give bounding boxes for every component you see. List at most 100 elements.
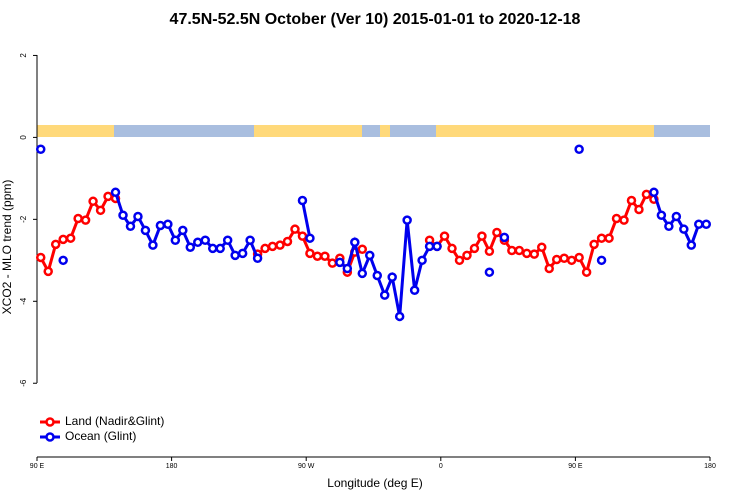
data-point <box>417 255 427 266</box>
data-point <box>245 235 255 245</box>
data-point <box>387 272 397 282</box>
data-point <box>611 213 622 224</box>
data-point <box>335 257 345 268</box>
data-point <box>574 252 584 263</box>
data-point <box>110 187 121 198</box>
data-point <box>574 144 584 155</box>
legend-marker <box>45 432 55 442</box>
data-point <box>282 236 293 247</box>
data-point <box>394 311 405 322</box>
data-point <box>252 253 263 264</box>
data-point <box>170 235 181 245</box>
data-point <box>163 219 173 230</box>
data-point <box>559 253 569 264</box>
x-tick-label: 0 <box>439 463 443 470</box>
data-point <box>372 270 382 281</box>
data-point <box>305 233 315 243</box>
data-point <box>529 249 540 259</box>
data-point <box>424 241 435 252</box>
legend-marker <box>45 417 55 427</box>
y-tick-label: -2 <box>19 215 28 223</box>
data-point <box>148 240 158 250</box>
data-point <box>222 235 233 245</box>
data-point <box>267 241 278 252</box>
x-tick-label: 180 <box>166 463 178 470</box>
data-point <box>260 243 270 254</box>
data-point <box>312 251 323 261</box>
data-point <box>80 215 91 225</box>
data-point <box>58 234 68 245</box>
data-point <box>596 233 607 243</box>
y-tick-label: 2 <box>19 53 28 58</box>
data-point <box>514 245 525 256</box>
data-point <box>507 245 517 256</box>
data-point <box>701 219 712 230</box>
data-point <box>649 187 659 198</box>
data-point <box>454 255 465 266</box>
data-point <box>664 221 674 232</box>
data-point <box>537 242 547 252</box>
data-point <box>581 267 592 277</box>
legend-label: Land (Nadir&Glint) <box>65 414 164 428</box>
data-point <box>230 250 240 261</box>
data-point <box>125 221 136 232</box>
data-point <box>686 240 697 250</box>
data-point <box>596 255 607 266</box>
data-point <box>155 220 166 231</box>
data-point <box>604 233 614 243</box>
data-point <box>290 224 300 234</box>
data-point <box>357 268 368 279</box>
data-point <box>641 189 652 200</box>
land-mask-strip <box>37 125 710 137</box>
data-point <box>499 232 510 243</box>
data-point <box>492 227 502 238</box>
data-point <box>694 219 704 230</box>
x-tick-label: 90 W <box>298 463 315 470</box>
data-point <box>432 241 442 252</box>
data-point <box>522 248 532 259</box>
data-point <box>43 266 53 277</box>
data-point <box>634 204 644 215</box>
data-point <box>237 248 248 259</box>
data-point <box>327 258 338 268</box>
data-point <box>193 237 203 248</box>
data-point <box>35 144 46 155</box>
legend-label: Ocean (Glint) <box>65 429 136 443</box>
data-point <box>73 213 83 224</box>
data-point <box>305 248 315 259</box>
data-point <box>140 225 151 236</box>
data-point <box>357 244 368 255</box>
data-point <box>200 235 210 245</box>
y-axis-label: XCO2 - MLO trend (ppm) <box>0 180 14 315</box>
data-point <box>447 243 457 254</box>
data-point <box>297 231 308 241</box>
data-point <box>65 233 76 243</box>
chart-title: 47.5N-52.5N October (Ver 10) 2015-01-01 … <box>170 11 581 28</box>
data-point <box>439 231 450 241</box>
data-point <box>484 267 495 277</box>
data-point <box>178 225 188 236</box>
data-point <box>484 246 495 257</box>
data-point <box>679 224 689 234</box>
data-point <box>589 239 599 250</box>
x-tick-label: 90 E <box>568 463 583 470</box>
data-point <box>544 263 554 274</box>
data-point <box>350 237 360 248</box>
data-point <box>297 195 308 206</box>
data-point <box>671 211 682 222</box>
data-point <box>133 211 143 222</box>
data-point <box>35 252 46 263</box>
data-point <box>551 254 562 265</box>
series-line <box>114 191 707 317</box>
x-tick-label: 90 E <box>30 463 45 470</box>
data-point <box>469 243 480 254</box>
data-point <box>409 285 420 295</box>
data-point <box>566 255 577 266</box>
data-point <box>118 210 128 220</box>
data-point <box>342 263 353 274</box>
y-tick-label: -4 <box>19 297 28 305</box>
data-point <box>619 215 629 225</box>
x-tick-label: 180 <box>704 463 716 470</box>
